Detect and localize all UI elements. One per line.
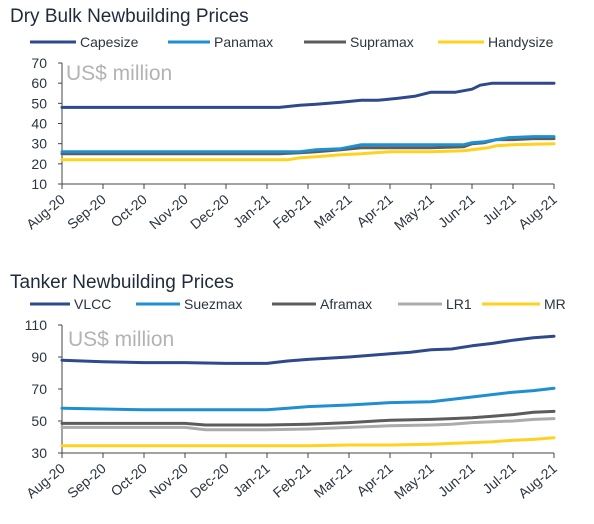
x-tick-label: Dec-20	[187, 460, 232, 501]
y-tick-label: 30	[31, 136, 47, 152]
x-tick-label: Aug-20	[23, 191, 68, 232]
dry-bulk-chart: Dry Bulk Newbuilding Prices US$ million …	[10, 6, 560, 233]
x-tick-label: Mar-21	[311, 191, 355, 232]
x-tick-label: Aug-21	[515, 191, 560, 232]
x-tick-label: Dec-20	[187, 191, 232, 232]
legend-label: Supramax	[350, 34, 414, 50]
chart-title: Dry Bulk Newbuilding Prices	[10, 6, 249, 27]
x-tick-label: Nov-20	[146, 460, 191, 501]
x-tick-label: Jun-21	[435, 460, 478, 500]
x-tick-label: Jan-21	[230, 191, 273, 231]
x-tick-label: Feb-21	[270, 191, 314, 232]
y-tick-label: 50	[31, 95, 47, 111]
y-tick-label: 90	[31, 349, 47, 365]
x-tick-label: Jul-21	[479, 191, 519, 228]
y-tick-label: 10	[31, 176, 47, 192]
y-tick-label: 50	[31, 413, 47, 429]
legend-label: Aframax	[320, 296, 372, 312]
y-tick-label: 70	[31, 381, 47, 397]
y-tick-label: 110	[25, 317, 48, 333]
legend-label: LR1	[446, 296, 472, 312]
x-tick-label: Apr-21	[353, 460, 396, 499]
legend-label: Suezmax	[184, 296, 242, 312]
x-tick-label: Oct-20	[107, 191, 150, 230]
y-tick-label: 40	[31, 116, 47, 132]
series-line-aframax	[60, 409, 556, 427]
x-tick-label: Nov-20	[146, 191, 191, 232]
legend-label: Capesize	[80, 34, 139, 50]
series-line-vlcc	[60, 334, 556, 365]
series-line-capesize	[60, 81, 556, 109]
x-tick-label: Mar-21	[311, 460, 355, 501]
y-tick-label: 20	[31, 156, 47, 172]
x-tick-label: May-21	[391, 460, 437, 502]
x-tick-label: Jan-21	[230, 460, 273, 500]
x-tick-label: Apr-21	[353, 191, 396, 230]
x-tick-label: Sep-20	[64, 191, 109, 232]
x-tick-label: Oct-20	[107, 460, 150, 499]
legend-label: VLCC	[74, 296, 111, 312]
x-tick-label: Feb-21	[270, 460, 314, 501]
x-tick-label: Jul-21	[479, 460, 519, 497]
x-tick-label: Sep-20	[64, 460, 109, 501]
x-tick-label: May-21	[391, 191, 437, 233]
series-line-suezmax	[60, 386, 556, 412]
x-tick-label: Aug-21	[515, 460, 560, 501]
series-line-mr	[60, 436, 556, 448]
series-line-lr1	[60, 417, 556, 432]
series-line-panamax	[60, 135, 556, 154]
tanker-chart: Tanker Newbuilding Prices US$ million VL…	[10, 272, 566, 502]
unit-label: US$ million	[66, 62, 172, 85]
unit-label: US$ million	[68, 328, 174, 351]
legend-label: Panamax	[214, 34, 273, 50]
y-tick-label: 70	[31, 55, 47, 71]
chart-title: Tanker Newbuilding Prices	[10, 272, 234, 293]
x-tick-label: Jun-21	[435, 191, 478, 231]
series-line-handysize	[60, 142, 556, 162]
legend-label: Handysize	[488, 34, 554, 50]
y-tick-label: 30	[31, 445, 47, 461]
x-tick-label: Aug-20	[23, 460, 68, 501]
y-tick-label: 60	[31, 75, 47, 91]
legend-label: MR	[544, 296, 566, 312]
